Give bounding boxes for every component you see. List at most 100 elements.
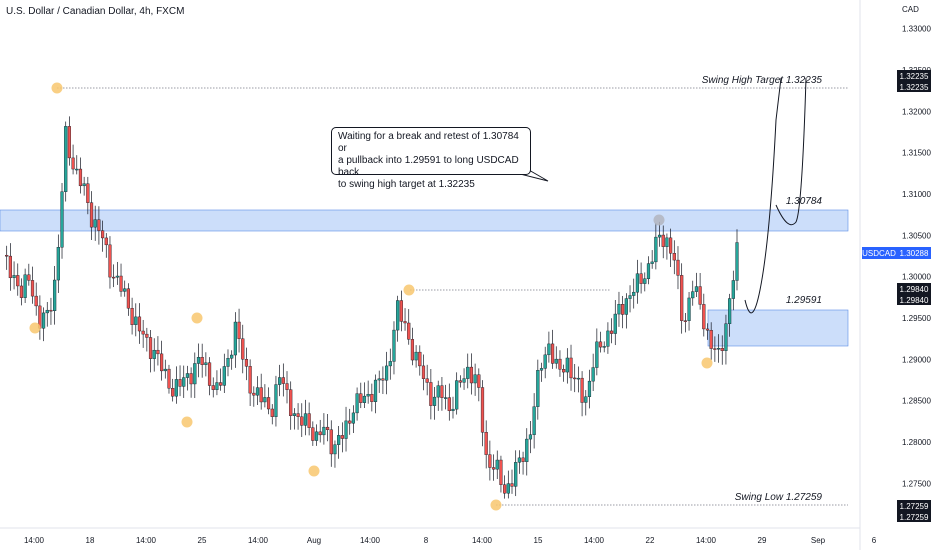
- swing-marker-5[interactable]: [403, 284, 415, 296]
- candle-body: [16, 275, 20, 287]
- candle-body: [550, 343, 555, 364]
- candle-body: [429, 382, 433, 406]
- candle-body: [694, 286, 699, 292]
- candle-body: [241, 338, 245, 360]
- candle-body: [64, 126, 68, 192]
- candle-body: [425, 378, 429, 383]
- projection-curve[interactable]: [744, 77, 782, 314]
- swing-low-tag: 1.27259: [900, 502, 929, 511]
- candle-body: [340, 435, 344, 439]
- candle-body: [399, 300, 403, 322]
- candle-body: [403, 321, 407, 324]
- swing-marker-7[interactable]: [653, 214, 665, 226]
- time-tick-12: 14:00: [696, 536, 717, 545]
- candle-body: [495, 459, 499, 470]
- candle-body: [255, 387, 260, 396]
- candle-body: [377, 378, 381, 381]
- candle-body: [595, 341, 599, 368]
- candle-body: [558, 358, 562, 370]
- candle-body: [355, 393, 359, 414]
- candle-body: [333, 444, 337, 455]
- candle-body: [410, 339, 415, 361]
- swing-high-tag-bg: [897, 70, 931, 92]
- candle-body: [296, 413, 300, 417]
- time-tick-5: Aug: [307, 536, 321, 545]
- candle-body: [484, 432, 488, 455]
- price-tick-3: 1.31500: [902, 149, 931, 158]
- candle-body: [34, 295, 38, 307]
- candle-body: [178, 379, 182, 387]
- candle-body: [145, 333, 149, 338]
- candle-body: [606, 330, 610, 347]
- candle-body: [473, 374, 477, 384]
- swing-marker-1[interactable]: [29, 322, 41, 334]
- candle-body: [657, 234, 662, 238]
- candle-body: [698, 286, 702, 305]
- candle-body: [167, 368, 171, 389]
- time-tick-13: 29: [758, 536, 767, 545]
- swing-high-tag-2: 1.32235: [900, 83, 929, 92]
- swing-marker-3[interactable]: [181, 416, 193, 428]
- time-tick-10: 14:00: [584, 536, 605, 545]
- candle-body: [185, 373, 190, 378]
- currency-label: CAD: [902, 5, 919, 14]
- candle-body: [141, 330, 145, 335]
- swing-marker-8[interactable]: [701, 357, 713, 369]
- candle-body: [100, 230, 105, 239]
- candle-body: [112, 276, 116, 279]
- annotation-callout[interactable]: Waiting for a break and retest of 1.3078…: [331, 127, 531, 190]
- annotation-line-1: Waiting for a break and retest of 1.3078…: [338, 131, 519, 154]
- candle-body: [230, 354, 234, 359]
- time-tick-15: 6: [872, 536, 877, 545]
- candle-body: [384, 365, 389, 381]
- support-zone[interactable]: [707, 309, 849, 347]
- resistance-zone[interactable]: [0, 209, 849, 232]
- price-tag-bg: [897, 247, 931, 259]
- symbol-tag: USDCAD: [862, 249, 896, 258]
- candle-body: [259, 387, 263, 403]
- candle-body: [53, 279, 57, 312]
- candle-body: [130, 308, 134, 325]
- time-tick-0: 14:00: [24, 536, 45, 545]
- time-tick-3: 25: [198, 536, 207, 545]
- candle-body: [56, 247, 60, 281]
- candle-body: [163, 368, 167, 372]
- swing-marker-6[interactable]: [490, 499, 502, 511]
- candle-body: [237, 321, 241, 339]
- swing-marker-0[interactable]: [51, 82, 63, 94]
- candle-body: [12, 275, 16, 279]
- candle-body: [587, 380, 592, 397]
- price-tick-0: 1.33000: [902, 25, 931, 34]
- candle-body: [491, 467, 496, 470]
- candle-body: [86, 183, 90, 203]
- candle-body: [547, 343, 551, 356]
- candle-body: [200, 357, 204, 365]
- candle-body: [432, 396, 437, 406]
- candle-body: [536, 370, 540, 407]
- candle-body: [281, 377, 285, 384]
- candle-body: [440, 385, 444, 398]
- candle-body: [388, 361, 392, 367]
- candle-body: [362, 395, 367, 403]
- candle-body: [720, 347, 724, 351]
- projection-curve-2[interactable]: [775, 77, 807, 226]
- candle-body: [23, 274, 27, 298]
- candle-body: [233, 321, 237, 356]
- candle-body: [370, 393, 374, 402]
- candle-body: [598, 341, 603, 348]
- candle-body: [462, 378, 466, 383]
- price-tick-11: 1.27500: [902, 479, 931, 488]
- candle-body: [539, 368, 544, 371]
- candle-body: [455, 380, 459, 410]
- candle-body: [709, 330, 713, 349]
- candle-body: [728, 298, 732, 324]
- candle-body: [543, 354, 547, 369]
- candle-body: [325, 426, 330, 430]
- candle-body: [174, 379, 178, 397]
- swing-marker-2[interactable]: [191, 312, 203, 324]
- swing-marker-4[interactable]: [308, 465, 320, 477]
- candle-body: [263, 397, 267, 403]
- candle-body: [392, 329, 396, 362]
- candle-body: [93, 219, 97, 228]
